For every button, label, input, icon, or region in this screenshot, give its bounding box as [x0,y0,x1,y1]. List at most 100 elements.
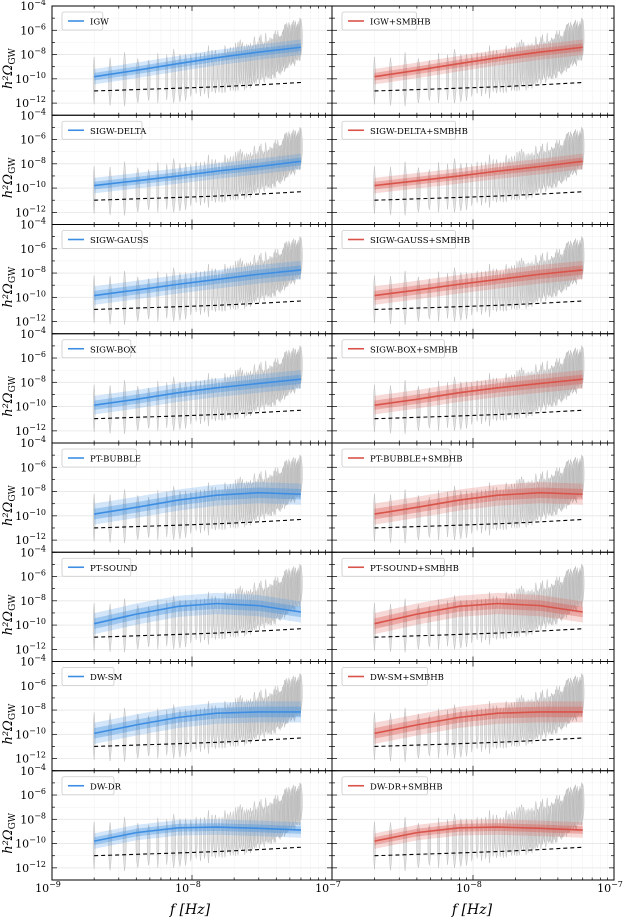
data-violin [203,598,207,641]
median-curve [374,160,583,187]
data-violin [498,489,502,530]
legend-box [341,557,445,577]
data-violin [437,271,440,322]
data-violin [220,271,224,312]
y-tick-label: 10−8 [20,702,46,717]
data-violin [299,455,303,493]
data-violin [464,709,469,757]
legend: PT-SOUND+SMBHB [341,557,459,577]
data-violin [541,471,544,517]
data-violin [498,708,502,748]
median-curve [374,711,583,735]
data-violin [183,818,188,866]
data-violin [475,598,479,640]
data-violin [581,18,585,56]
legend-box [61,557,132,577]
data-violin [299,346,303,384]
y-tick-label: 10−10 [15,71,46,86]
y-tick-label: 10−8 [20,47,46,62]
y-axis-label: h²ΩGW [1,594,18,636]
data-violin [502,598,505,640]
data-violin [223,154,227,202]
y-axis-labels: h²ΩGW h²ΩGW h²ΩGW h²ΩGW h²ΩGW h²ΩGW h²ΩGW h²ΩGW [1,47,18,853]
data-violin [92,166,96,214]
data-violin [403,52,407,107]
x-tick-label: 10−7 [597,880,623,895]
band-95 [94,260,301,305]
data-violin [223,810,227,858]
legend: DW-SM+SMBHB [341,667,444,686]
plot-area [52,6,332,116]
panel-sigw-box-blue: SIGW-BOX [51,333,333,444]
data-violin [177,709,183,758]
data-violin [491,705,495,748]
data-violin [403,161,407,216]
x-tick-label: 10−8 [175,880,201,895]
y-tick-label: 10−10 [15,508,46,523]
plot-area [52,333,332,443]
data-violin [581,565,585,602]
legend-box [61,339,132,359]
data-violin [581,346,585,384]
data-violin [513,155,516,200]
sensitivity-curve [374,300,583,311]
sensitivity-curve [94,628,301,638]
data-violin [171,376,176,431]
data-violin [171,158,176,213]
data-violin [220,489,224,531]
data-violin [498,598,502,639]
sensitivity-curve [94,409,301,420]
data-violin [502,489,505,531]
legend: IGW+SMBHB [341,11,430,31]
y-axis-label: h²ΩGW [1,375,18,417]
sensitivity-curve [374,737,583,748]
data-violin [122,489,127,544]
y-tick-label: 10−6 [20,678,46,693]
plot-area [332,333,614,443]
legend-label: IGW+SMBHB [370,18,430,28]
data-violin [299,674,303,711]
sensitivity-curve [94,846,301,857]
data-violin [388,276,393,325]
legend: DW-DR+SMBHB [341,776,443,796]
y-tick-label: 10−10 [15,726,46,741]
data-violin [484,52,488,94]
plot-area [332,443,614,553]
data-violin [458,490,464,539]
median-curve [94,378,302,406]
data-violin [210,814,214,857]
y-tick-label: 10−6 [20,241,46,256]
data-violin [458,818,464,867]
x-axis-label-left: f [Hz] [169,902,211,918]
data-violin [299,237,303,274]
data-violin [403,270,407,325]
data-violin [373,493,376,542]
panel-grid: IGW IGW+SMBHB SIGW-DELTA SIGW-DELTA+SMBHB SI… [51,5,615,881]
data-violin [470,710,474,753]
data-violin [484,707,488,750]
legend: SIGW-DELTA [61,120,147,140]
legend: PT-BUBBLE+SMBHB [341,448,462,468]
legend-box [61,776,115,796]
data-violin [92,493,96,542]
legend-label: SIGW-BOX+SMBHB [370,345,458,355]
data-violin [183,490,188,538]
legend-label: SIGW-BOX [90,345,137,355]
legend: IGW [61,11,109,31]
data-violin [494,50,499,94]
data-violin [108,603,112,652]
legend-box [61,120,143,140]
data-violin [464,381,469,429]
data-violin [509,811,514,856]
data-violin [504,264,509,312]
data-violin [502,380,505,421]
band-68 [94,265,301,301]
sensitivity-curve [94,300,301,311]
panel-dw-sm-blue: DW-SM [51,661,333,772]
data-violin [427,497,432,538]
data-violin [108,385,112,434]
data-violin [122,598,127,653]
y-tick-label: 10−12 [15,641,46,656]
data-violin [207,154,210,208]
plot-area [52,443,332,553]
